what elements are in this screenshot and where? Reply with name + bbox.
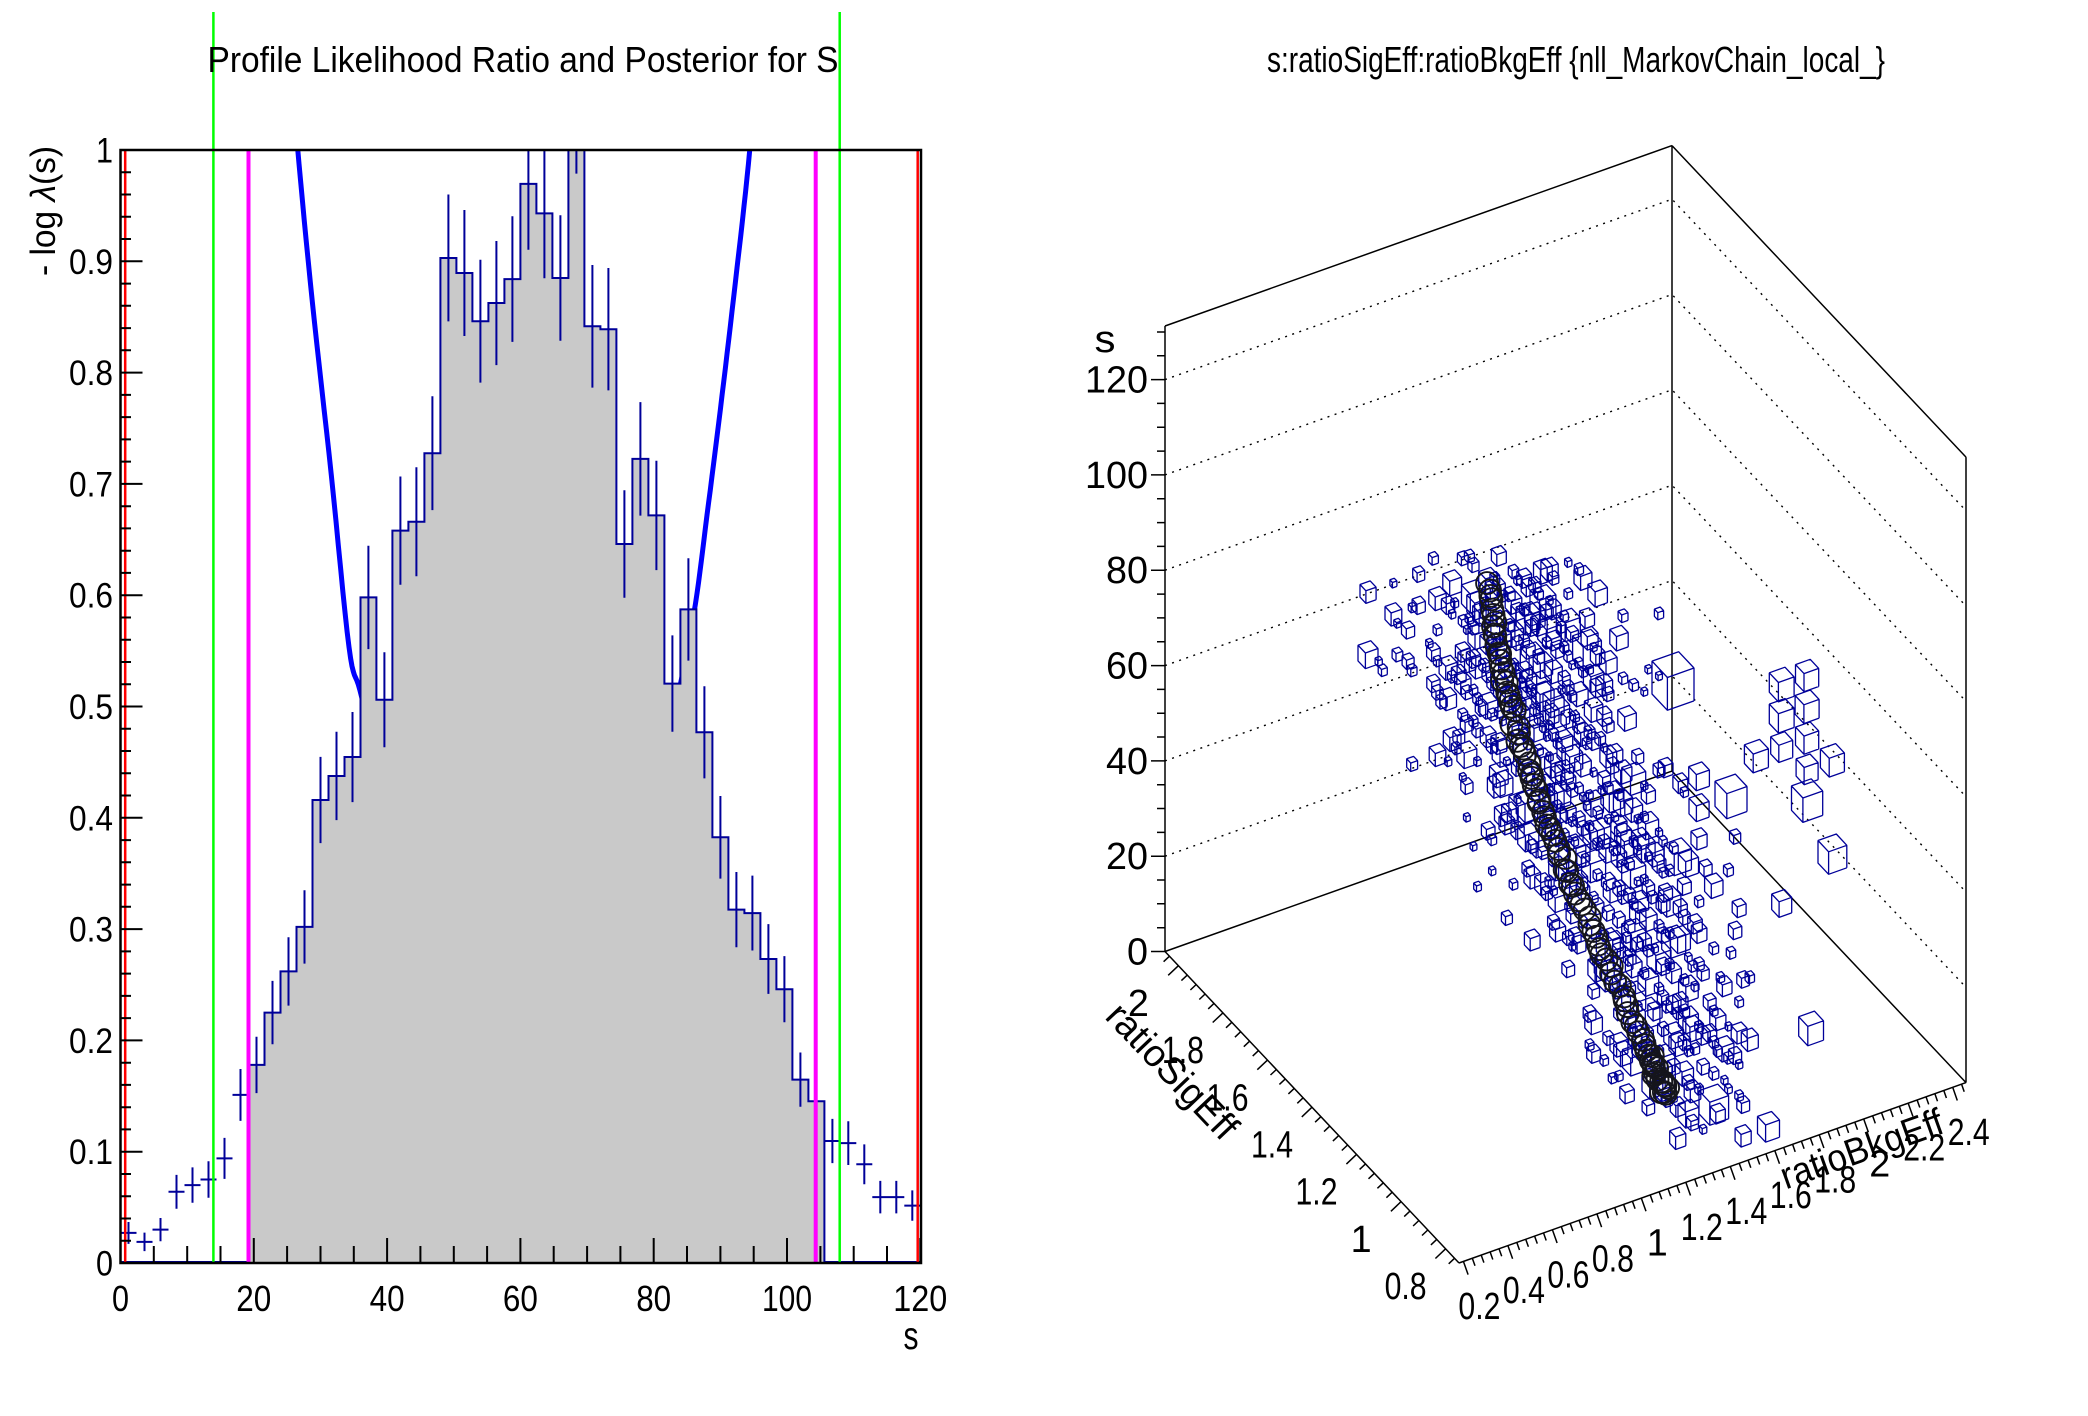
svg-text:s: s (904, 1315, 919, 1358)
svg-text:0.8: 0.8 (1592, 1238, 1634, 1280)
svg-text:60: 60 (1106, 646, 1148, 688)
svg-text:0: 0 (1127, 932, 1148, 974)
svg-text:80: 80 (1106, 550, 1148, 592)
svg-text:1: 1 (1647, 1223, 1668, 1265)
svg-text:100: 100 (762, 1278, 812, 1319)
svg-text:0.4: 0.4 (1503, 1270, 1545, 1312)
svg-text:1.2: 1.2 (1296, 1172, 1338, 1214)
svg-text:1.8: 1.8 (1814, 1159, 1856, 1201)
svg-text:80: 80 (636, 1278, 671, 1319)
svg-text:0.7: 0.7 (69, 465, 113, 504)
svg-text:1.2: 1.2 (1681, 1207, 1723, 1249)
svg-text:- log λ(s): - log λ(s) (24, 146, 63, 276)
svg-text:0.4: 0.4 (69, 799, 113, 838)
svg-text:0.2: 0.2 (1458, 1286, 1500, 1328)
svg-text:2.4: 2.4 (1948, 1112, 1990, 1154)
svg-text:0.3: 0.3 (69, 911, 113, 950)
svg-text:0.2: 0.2 (69, 1022, 113, 1061)
svg-text:ratioBkgEff: ratioBkgEff (1775, 1101, 1950, 1198)
svg-text:100: 100 (1085, 455, 1148, 497)
svg-text:s: s (1095, 319, 1116, 361)
svg-text:0: 0 (112, 1278, 129, 1319)
svg-text:40: 40 (1106, 741, 1148, 783)
svg-text:0.6: 0.6 (69, 577, 113, 616)
svg-text:20: 20 (236, 1278, 271, 1319)
svg-text:ratioSigEff: ratioSigEff (1097, 995, 1246, 1149)
svg-text:0.8: 0.8 (1385, 1266, 1427, 1308)
svg-text:0.9: 0.9 (69, 243, 113, 282)
svg-text:Profile Likelihood Ratio and P: Profile Likelihood Ratio and Posterior f… (208, 39, 839, 80)
svg-text:1.6: 1.6 (1770, 1175, 1812, 1217)
svg-text:0.6: 0.6 (1547, 1254, 1589, 1296)
svg-text:1.4: 1.4 (1251, 1125, 1293, 1167)
svg-text:60: 60 (503, 1278, 538, 1319)
svg-text:120: 120 (893, 1278, 947, 1319)
svg-text:40: 40 (370, 1278, 405, 1319)
svg-text:120: 120 (1085, 360, 1148, 402)
svg-text:0.1: 0.1 (69, 1133, 113, 1172)
svg-text:2.2: 2.2 (1903, 1128, 1945, 1170)
svg-text:20: 20 (1106, 836, 1148, 878)
svg-text:1.8: 1.8 (1162, 1030, 1204, 1072)
svg-text:1: 1 (96, 132, 113, 171)
svg-text:0: 0 (96, 1245, 113, 1284)
svg-text:0.5: 0.5 (69, 688, 113, 727)
svg-text:1: 1 (1351, 1219, 1372, 1261)
svg-text:1.6: 1.6 (1207, 1077, 1249, 1119)
svg-text:s:ratioSigEff:ratioBkgEff {nll: s:ratioSigEff:ratioBkgEff {nll_MarkovCha… (1267, 39, 1885, 80)
svg-text:1.4: 1.4 (1725, 1191, 1767, 1233)
svg-text:2: 2 (1128, 983, 1149, 1025)
svg-text:2: 2 (1869, 1144, 1890, 1186)
svg-text:0.8: 0.8 (69, 354, 113, 393)
